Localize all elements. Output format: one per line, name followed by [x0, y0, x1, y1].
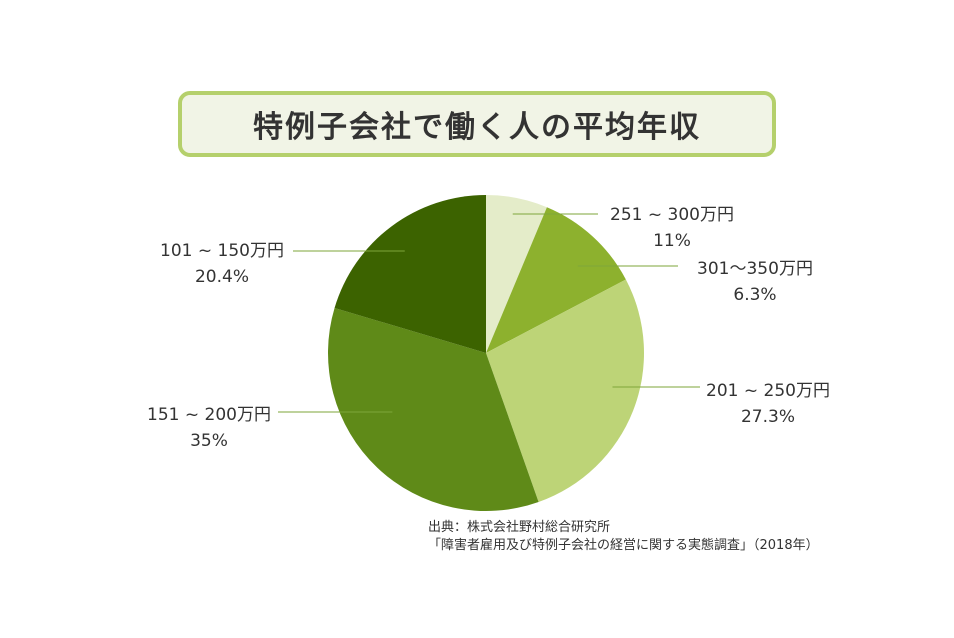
- slice-label: 251 ~ 300万円: [610, 205, 734, 225]
- source-note: 出典：株式会社野村総合研究所 「障害者雇用及び特例子会社の経営に関する実態調査」…: [428, 519, 819, 555]
- label-301-350: 301〜350万円 6.3%: [680, 256, 830, 308]
- pie-slice: [486, 195, 547, 353]
- slice-value: 6.3%: [733, 285, 777, 305]
- label-251-300: 251 ~ 300万円 11%: [597, 202, 747, 254]
- slice-value: 35%: [190, 431, 228, 451]
- label-201-250: 201 ~ 250万円 27.3%: [693, 378, 843, 430]
- slice-label: 151 ~ 200万円: [147, 405, 271, 425]
- source-line-2: 「障害者雇用及び特例子会社の経営に関する実態調査」（2018年）: [428, 538, 819, 553]
- pie-slice: [334, 195, 486, 353]
- pie-slice: [327, 307, 539, 511]
- slice-label: 101 ~ 150万円: [160, 241, 284, 261]
- slice-label: 201 ~ 250万円: [706, 381, 830, 401]
- slice-value: 20.4%: [194, 267, 249, 287]
- chart-title: 特例子会社で働く人の平均年収: [253, 110, 701, 145]
- label-151-200: 151 ~ 200万円 35%: [134, 402, 284, 454]
- slice-value: 11%: [653, 231, 691, 251]
- pie-slice: [486, 279, 644, 502]
- chart-title-box: 特例子会社で働く人の平均年収: [178, 91, 776, 157]
- label-101-150: 101 ~ 150万円 20.4%: [147, 238, 297, 290]
- slice-value: 27.3%: [740, 407, 795, 427]
- pie-slice: [486, 207, 626, 353]
- slice-label: 301〜350万円: [697, 259, 813, 279]
- source-line-1: 出典：株式会社野村総合研究所: [428, 520, 611, 535]
